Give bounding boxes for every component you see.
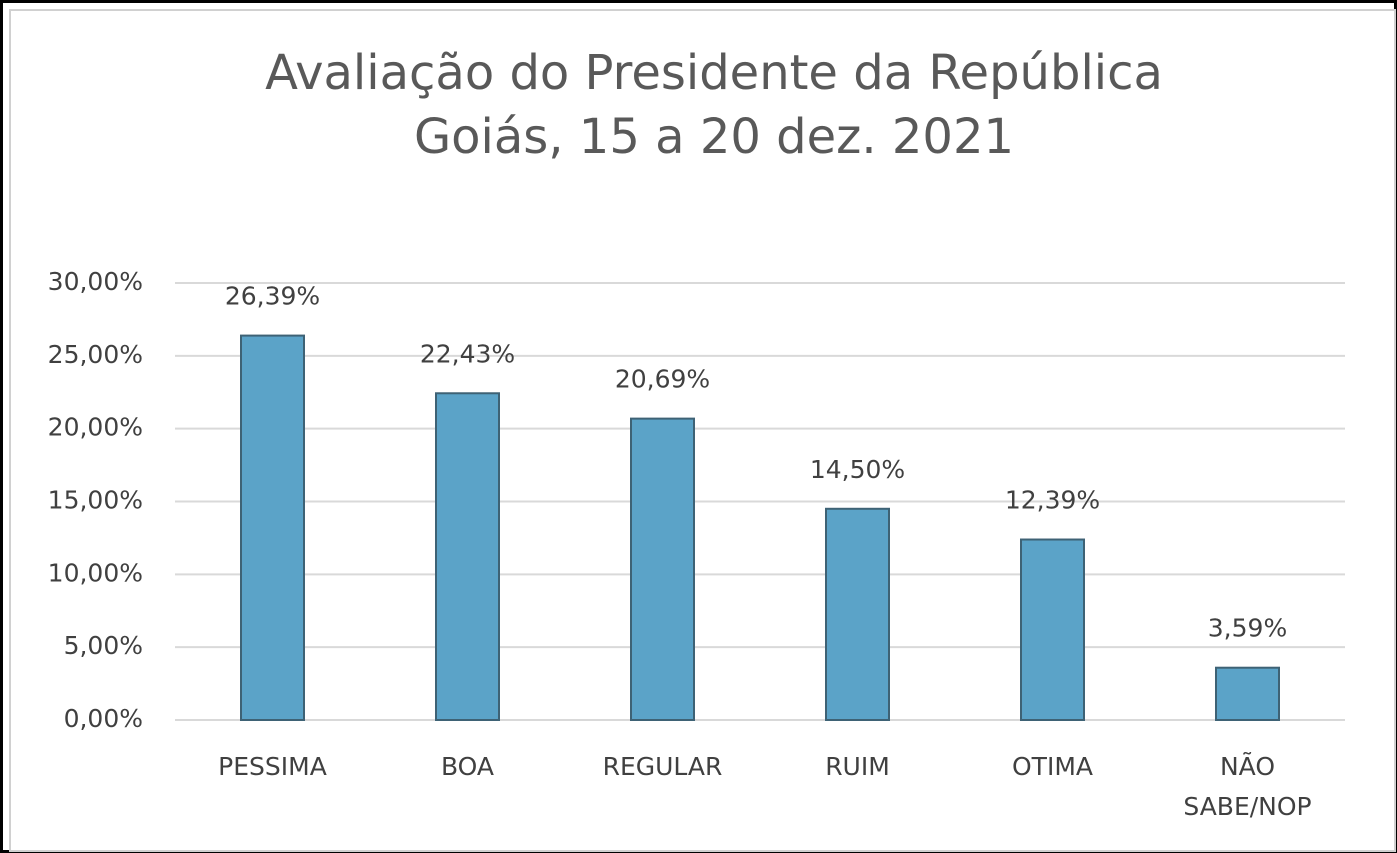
chart-area	[9, 9, 1396, 852]
x-tick-label: PESSIMA	[218, 752, 327, 781]
y-tick-label: 25,00%	[48, 340, 143, 369]
y-tick-label: 10,00%	[48, 558, 143, 587]
y-tick-label: 5,00%	[64, 631, 143, 660]
bar	[435, 392, 500, 721]
bar	[1020, 538, 1085, 721]
y-tick-label: 30,00%	[48, 267, 143, 296]
x-tick-label: RUIM	[825, 752, 890, 781]
chart-subtitle: Goiás, 15 a 20 dez. 2021	[414, 109, 1014, 165]
x-tick-label: NÃO SABE/NOP	[1183, 751, 1311, 821]
data-label: 20,69%	[615, 365, 710, 394]
x-tick-label: BOA	[441, 752, 494, 781]
data-label: 14,50%	[810, 455, 905, 484]
data-label: 3,59%	[1208, 614, 1287, 643]
y-tick-label: 0,00%	[64, 704, 143, 733]
y-tick-label: 15,00%	[48, 486, 143, 515]
data-label: 22,43%	[420, 339, 515, 368]
bar	[825, 507, 890, 721]
chart-title: Avaliação do Presidente da República	[265, 45, 1163, 101]
bar	[1215, 666, 1280, 722]
data-label: 26,39%	[225, 282, 320, 311]
data-label: 12,39%	[1005, 486, 1100, 515]
y-tick-label: 20,00%	[48, 413, 143, 442]
bar	[630, 417, 695, 721]
bar	[240, 334, 305, 721]
x-tick-label: REGULAR	[603, 752, 723, 781]
x-tick-label: OTIMA	[1012, 752, 1093, 781]
